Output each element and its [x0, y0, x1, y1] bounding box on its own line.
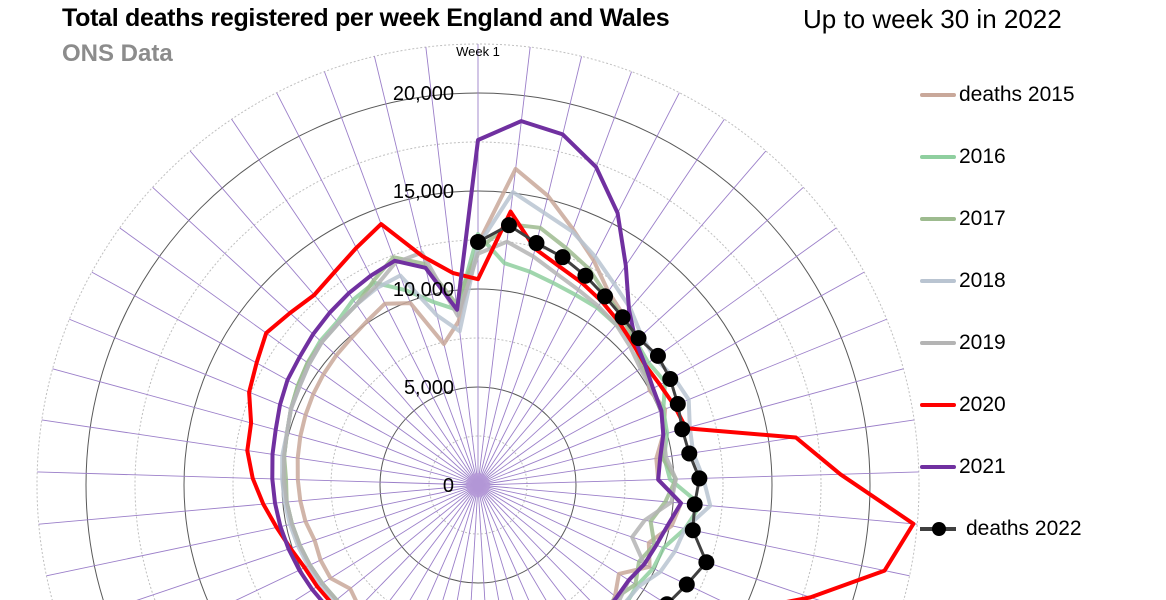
grid-spoke — [46, 484, 479, 577]
grid-spoke — [189, 150, 479, 486]
chart-title: Total deaths registered per week England… — [62, 4, 670, 32]
data-marker — [684, 522, 701, 539]
grid-spoke — [477, 484, 820, 600]
data-marker — [681, 445, 698, 462]
data-marker — [678, 576, 695, 593]
data-marker — [577, 267, 594, 284]
data-marker — [674, 421, 691, 438]
grid-spoke — [52, 368, 479, 486]
grid-spoke — [477, 71, 632, 486]
data-marker — [691, 470, 708, 487]
data-marker — [554, 249, 571, 266]
grid-ring-minor — [134, 141, 822, 600]
series-line-deaths-2015 — [295, 166, 683, 600]
legend-label: deaths 2015 — [959, 83, 1075, 106]
data-marker — [470, 233, 486, 250]
legend-item: 2019 — [920, 328, 1006, 358]
grid-spoke — [456, 484, 479, 600]
legend-swatch-icon — [920, 403, 956, 407]
legend-label: deaths 2022 — [966, 517, 1082, 540]
data-marker — [698, 554, 715, 571]
grid-spoke — [91, 271, 479, 486]
grid-spoke — [477, 484, 721, 600]
axis-tick-label: 5,000 — [404, 377, 454, 399]
data-marker — [662, 371, 679, 388]
grid-spoke — [477, 484, 591, 600]
axis-tick-label: 10,000 — [393, 279, 454, 301]
grid-ring-minor — [232, 239, 724, 600]
axis-tick-label: 0 — [443, 475, 454, 497]
axis-labels: 0 5,000 10,000 15,000 20,000 Week 1 — [393, 44, 500, 497]
data-marker — [614, 309, 631, 326]
axis-tick-label: 20,000 — [393, 83, 454, 105]
axis-tick-label: 15,000 — [393, 181, 454, 203]
grid-spoke — [231, 118, 479, 486]
legend-label: 2018 — [959, 269, 1006, 292]
chart-subtitle: ONS Data — [62, 40, 173, 67]
legend-item: 2017 — [920, 204, 1006, 234]
series-line-2019 — [282, 239, 678, 600]
data-marker — [649, 347, 666, 364]
grid-spoke — [389, 484, 479, 600]
grid-spoke — [426, 484, 479, 600]
grid-spoke — [136, 484, 479, 600]
legend-label: 2021 — [959, 455, 1006, 478]
data-marker — [500, 217, 517, 234]
grid-spoke — [335, 484, 479, 600]
data-marker — [630, 330, 647, 347]
week-1-label: Week 1 — [456, 44, 500, 59]
legend-label: 2016 — [959, 145, 1006, 168]
data-marker — [528, 235, 545, 252]
grid-spoke — [152, 187, 479, 486]
data-marker — [686, 496, 703, 513]
grid-spoke — [470, 484, 479, 600]
grid-ring-minor — [428, 435, 528, 535]
legend-swatch-icon — [920, 341, 956, 345]
legend-label: 2017 — [959, 207, 1006, 230]
grid-spoke — [477, 484, 500, 600]
legend-swatch-icon — [920, 155, 956, 159]
grid-spoke — [235, 484, 479, 600]
grid-spoke — [409, 484, 479, 600]
legend-item: 2021 — [920, 452, 1006, 482]
grid-spoke — [477, 484, 547, 600]
grid-spoke — [425, 47, 479, 486]
legend-item: 2020 — [920, 390, 1006, 420]
series-line-2021 — [270, 119, 683, 600]
chart-grid — [36, 43, 920, 600]
chart-series — [245, 119, 916, 600]
grid-spoke — [477, 484, 514, 600]
legend-marker-icon — [920, 522, 956, 536]
legend-swatch-icon — [920, 279, 956, 283]
grid-spoke — [69, 318, 479, 486]
grid-spoke — [477, 484, 662, 600]
legend-swatch-icon — [920, 465, 956, 469]
chart-annotation: Up to week 30 in 2022 — [803, 4, 1062, 34]
grid-spoke — [38, 484, 479, 525]
legend-item: deaths 2015 — [920, 80, 1075, 110]
legend-label: 2019 — [959, 331, 1006, 354]
grid-spoke — [477, 484, 530, 600]
grid-spoke — [477, 484, 567, 600]
center-hub — [466, 473, 490, 497]
grid-spoke — [37, 471, 479, 486]
grid-spoke — [294, 484, 479, 600]
legend-item: 2016 — [920, 142, 1006, 172]
data-marker — [597, 288, 614, 305]
grid-spoke — [365, 484, 479, 600]
data-marker — [660, 596, 674, 600]
legend-item: 2018 — [920, 266, 1006, 296]
legend-swatch-icon — [920, 93, 956, 97]
grid-spoke — [477, 484, 486, 600]
grid-spoke — [41, 419, 479, 486]
data-marker — [669, 395, 686, 412]
legend-item: deaths 2022 — [920, 514, 1082, 544]
series-line-2020 — [245, 209, 916, 600]
grid-spoke — [442, 484, 479, 600]
legend-label: 2020 — [959, 393, 1006, 416]
grid-spoke — [477, 484, 621, 600]
legend-swatch-icon — [920, 217, 956, 221]
